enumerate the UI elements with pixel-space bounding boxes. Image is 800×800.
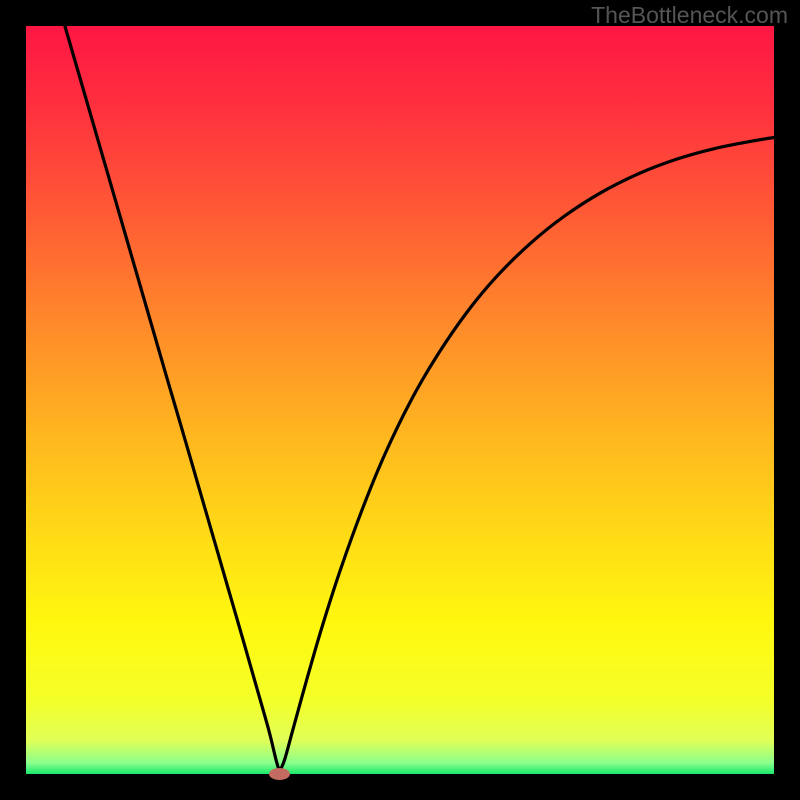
chart-container: TheBottleneck.com <box>0 0 800 800</box>
minimum-marker <box>269 768 290 780</box>
plot-area <box>26 26 774 774</box>
watermark-text: TheBottleneck.com <box>591 2 788 29</box>
bottleneck-curve <box>26 26 774 774</box>
